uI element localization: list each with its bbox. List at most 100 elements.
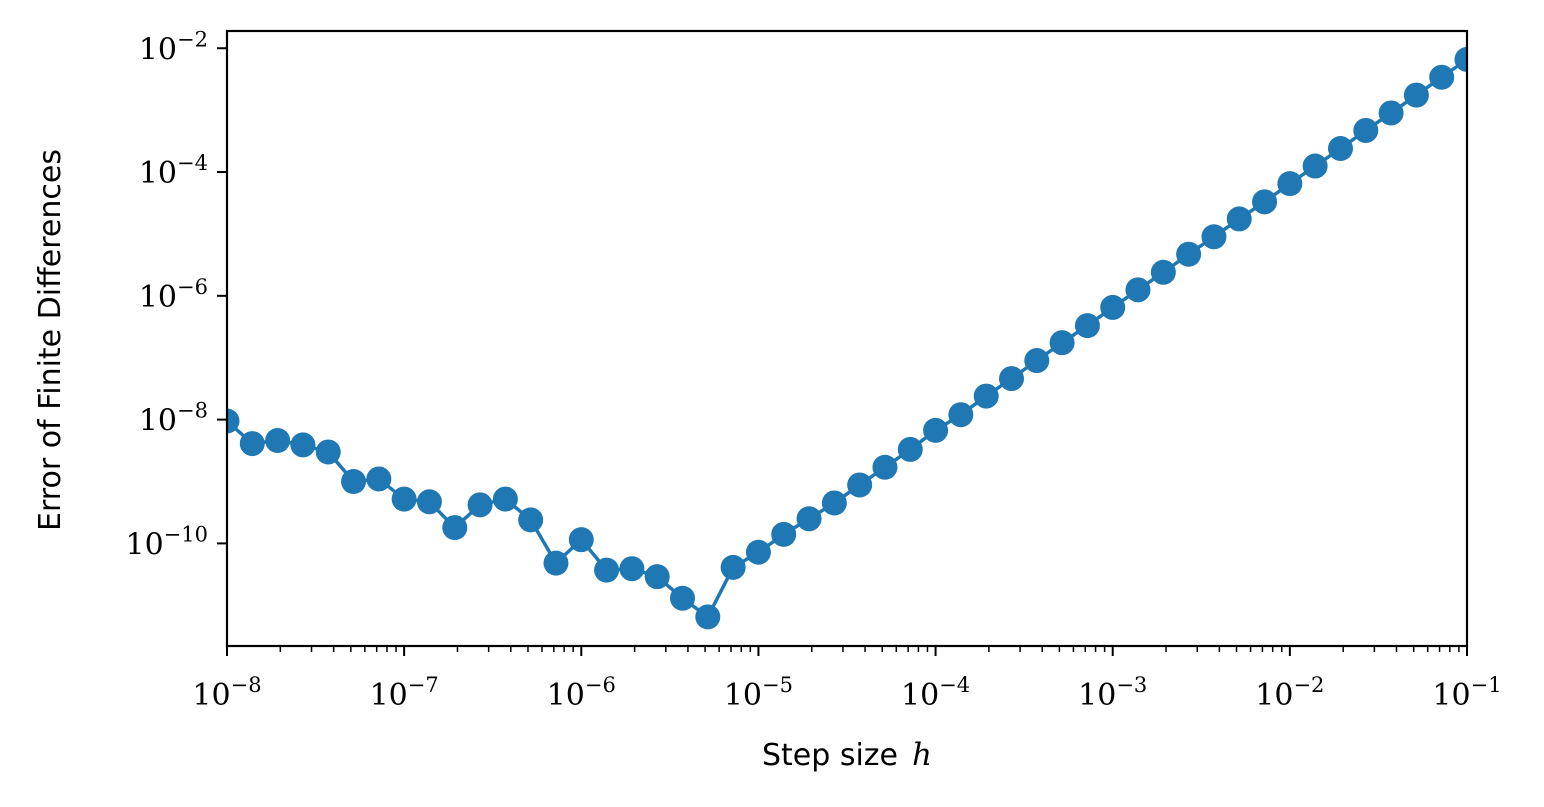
y-tick-label: 10−2 <box>139 27 208 67</box>
y-tick-base: 10 <box>139 156 177 191</box>
x-tick-label: 10−6 <box>547 673 616 713</box>
y-tick-base: 10 <box>125 527 163 562</box>
x-tick-base: 10 <box>1078 678 1116 713</box>
data-point <box>771 521 797 547</box>
x-tick-base: 10 <box>192 678 230 713</box>
x-tick-exponent: −6 <box>585 673 616 697</box>
y-axis-label: Error of Finite Differences <box>33 149 68 531</box>
x-tick-base: 10 <box>1255 678 1293 713</box>
data-point <box>923 417 949 443</box>
y-tick-base: 10 <box>139 404 177 439</box>
y-tick-label: 10−6 <box>139 275 208 315</box>
data-point <box>745 539 771 565</box>
plot-frame <box>225 29 1469 648</box>
x-tick-base: 10 <box>547 678 585 713</box>
data-point <box>998 366 1024 392</box>
data-point <box>1201 224 1227 250</box>
x-axis-label-text: Step size <box>762 738 898 773</box>
x-tick-base: 10 <box>370 678 408 713</box>
data-point <box>1074 313 1100 339</box>
data-point <box>1454 46 1467 72</box>
x-axis: 10−8 10−7 10−6 10−5 10−4 10−3 10−2 10−1 <box>192 646 1502 713</box>
x-tick-label: 10−1 <box>1432 673 1501 713</box>
data-point <box>821 490 847 516</box>
x-tick-exponent: −4 <box>939 673 970 697</box>
data-point <box>1327 136 1353 162</box>
x-axis-label: Step size h <box>762 737 932 773</box>
data-point <box>227 408 240 434</box>
x-tick-label: 10−3 <box>1078 673 1147 713</box>
y-tick-label: 10−10 <box>125 522 208 562</box>
data-point <box>442 515 468 541</box>
x-tick-label: 10−2 <box>1255 673 1324 713</box>
x-tick-base: 10 <box>1432 678 1470 713</box>
data-point <box>290 432 316 458</box>
data-point <box>1378 100 1404 126</box>
x-tick-label: 10−5 <box>724 673 793 713</box>
data-point <box>1125 277 1151 303</box>
data-point <box>366 466 392 492</box>
data-point <box>518 507 544 533</box>
x-tick-exponent: −1 <box>1471 673 1502 697</box>
y-tick-exponent: −6 <box>177 275 208 299</box>
data-point <box>872 454 898 480</box>
y-tick-base: 10 <box>139 280 177 315</box>
data-point <box>543 550 569 576</box>
data-point <box>594 557 620 583</box>
data-point <box>644 564 670 590</box>
y-tick-exponent: −2 <box>177 27 208 51</box>
data-point <box>619 556 645 582</box>
y-tick-exponent: −4 <box>177 151 208 175</box>
data-point <box>315 439 341 465</box>
data-point <box>341 469 367 495</box>
data-point <box>467 492 493 518</box>
data-point <box>265 427 291 453</box>
x-tick-base: 10 <box>724 678 762 713</box>
data-point <box>1429 64 1455 90</box>
data-point <box>948 402 974 428</box>
x-tick-exponent: −7 <box>408 673 439 697</box>
x-tick-label: 10−8 <box>192 673 261 713</box>
data-point <box>847 472 873 498</box>
data-point <box>1277 171 1303 197</box>
y-tick-label: 10−4 <box>139 151 208 191</box>
x-tick-exponent: −3 <box>1116 673 1147 697</box>
data-point <box>670 585 696 611</box>
data-point <box>1100 294 1126 320</box>
data-point <box>1403 82 1429 108</box>
x-tick-exponent: −8 <box>231 673 262 697</box>
data-point <box>416 489 442 515</box>
data-point <box>568 527 594 553</box>
data-point <box>1150 259 1176 285</box>
y-tick-exponent: −8 <box>177 399 208 423</box>
data-point <box>492 486 518 512</box>
x-tick-exponent: −2 <box>1293 673 1324 697</box>
data-series <box>227 46 1467 630</box>
series-layer <box>227 46 1467 630</box>
data-point <box>1049 330 1075 356</box>
x-tick-label: 10−7 <box>370 673 439 713</box>
x-tick-label: 10−4 <box>901 673 970 713</box>
data-point <box>796 506 822 532</box>
x-tick-base: 10 <box>901 678 939 713</box>
data-point <box>695 604 721 630</box>
x-axis-label-symbol: h <box>912 737 932 773</box>
data-point <box>1226 206 1252 232</box>
data-point <box>720 554 746 580</box>
data-point <box>1176 241 1202 267</box>
data-point <box>391 486 417 512</box>
series-line <box>227 57 1467 620</box>
y-tick-base: 10 <box>139 32 177 67</box>
y-tick-exponent: −10 <box>164 522 208 546</box>
data-point <box>973 383 999 409</box>
data-point <box>1302 153 1328 179</box>
data-point <box>1353 117 1379 143</box>
data-point <box>1252 189 1278 215</box>
x-tick-exponent: −5 <box>762 673 793 697</box>
data-point <box>897 436 923 462</box>
y-tick-label: 10−8 <box>139 399 208 439</box>
data-point <box>1024 348 1050 374</box>
